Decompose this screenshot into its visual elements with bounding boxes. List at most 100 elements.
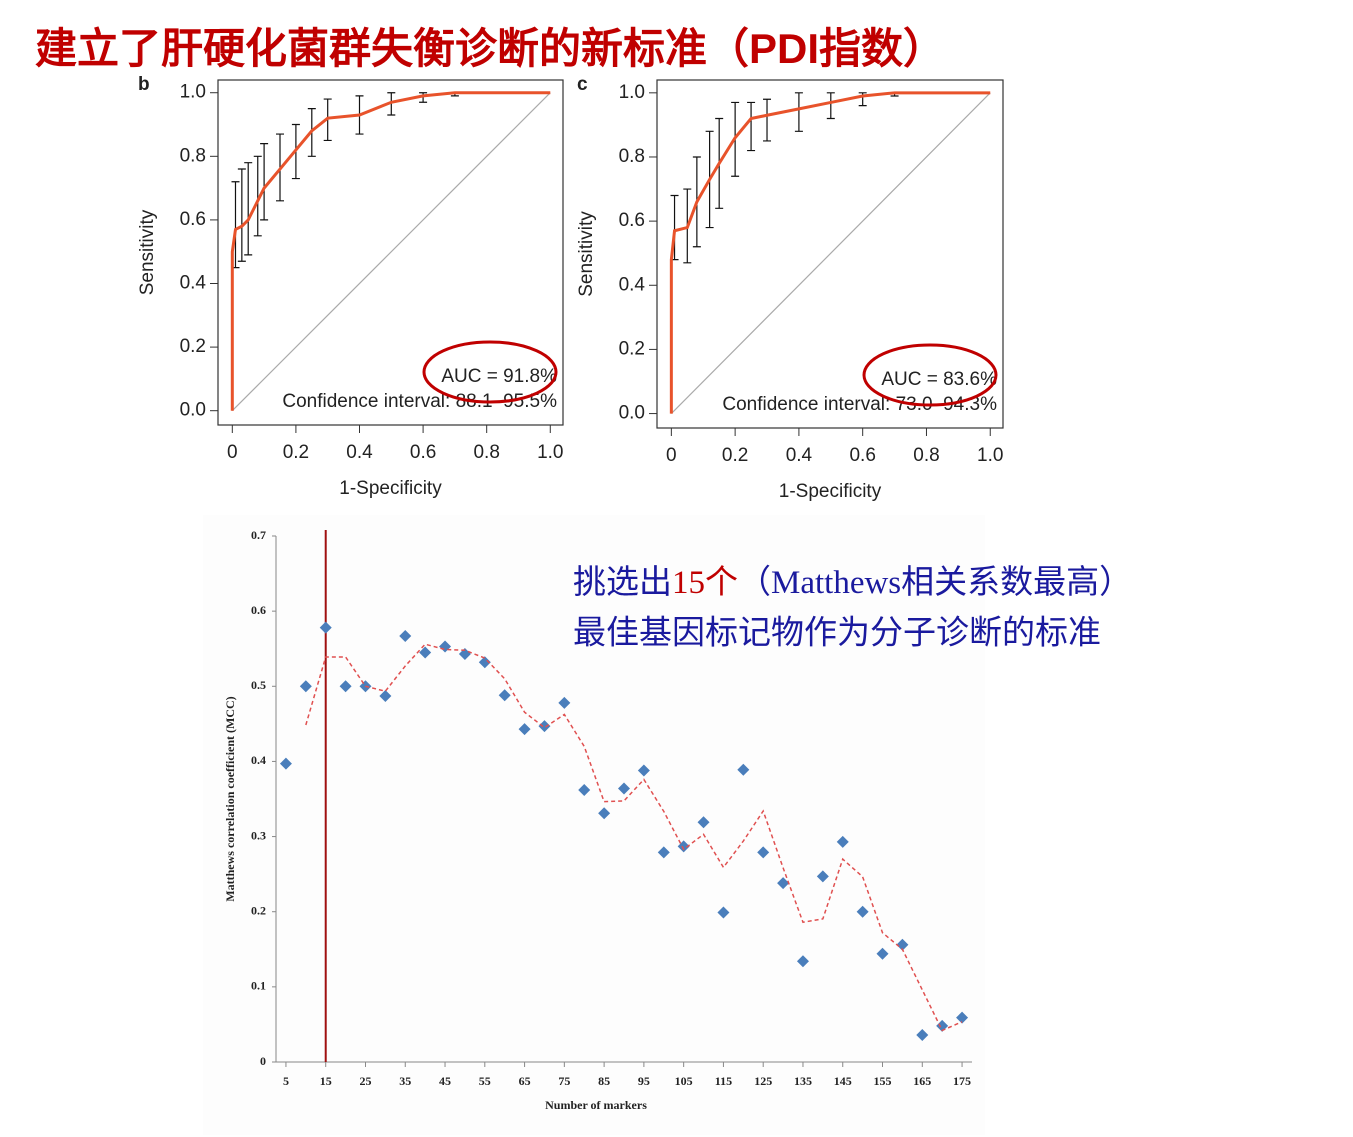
ci-label: Confidence interval: 73.0–94.3%: [722, 394, 997, 415]
data-point: [956, 1011, 969, 1024]
error-bar: [763, 98, 772, 142]
annotation: 最佳基因标记物作为分子诊断的标准: [573, 615, 1101, 652]
x-tick-label: 75: [558, 1074, 570, 1088]
x-tick-label: 0.4: [786, 445, 813, 466]
data-point: [637, 764, 650, 777]
plot-frame: [656, 79, 1004, 429]
y-axis-label: Matthews correlation coefficient (MCC): [223, 696, 237, 901]
y-tick-label: 0.4: [251, 753, 266, 767]
diagonal: [231, 92, 551, 412]
error-bar: [260, 142, 269, 221]
data-point: [717, 906, 730, 919]
panel-label: c: [577, 74, 588, 95]
x-tick-label: 145: [834, 1074, 852, 1088]
data-point: [399, 629, 412, 642]
y-tick-label: 0.4: [180, 273, 207, 294]
data-point: [836, 835, 849, 848]
x-tick-label: 165: [913, 1074, 931, 1088]
data-point: [478, 656, 491, 669]
y-tick-label: 1.0: [619, 82, 645, 103]
panel-label: b: [138, 74, 150, 95]
auc-label: AUC = 91.8%: [441, 366, 557, 387]
data-point: [796, 955, 809, 968]
x-tick-label: 0.8: [473, 442, 499, 463]
y-tick-label: 0.2: [251, 903, 266, 917]
y-tick-label: 0.8: [619, 146, 645, 167]
y-tick-label: 0.1: [251, 979, 266, 993]
y-axis-label: Sensitivity: [137, 209, 158, 295]
data-point: [777, 877, 790, 890]
roc-curve: [230, 91, 551, 411]
roc-chart: 0 0.2 0.4 0.6 0.8 1.0 0.0 0.2 0.4 0.6 0.8 1.0 1-Spec…: [137, 74, 564, 499]
data-point: [856, 905, 869, 918]
trend-line: [305, 643, 963, 1032]
x-tick-label: 175: [953, 1074, 971, 1088]
x-axis-label: 1-Specificity: [779, 481, 882, 502]
y-tick-label: 1.0: [180, 82, 206, 103]
y-axis-label: Sensitivity: [576, 211, 597, 297]
y-tick-label: 0.2: [180, 336, 206, 357]
data-point: [657, 846, 670, 859]
data-point: [816, 870, 829, 883]
mcc-chart: 0 0.1 0.2 0.3 0.4 0.5 0.6 0.7 5 15 25 35 45 55 65 75 85 9…: [223, 528, 972, 1112]
data-point: [458, 647, 471, 660]
data-point: [697, 816, 710, 829]
x-tick-label: 0: [666, 445, 677, 466]
diagonal: [670, 92, 991, 414]
x-tick-label: 65: [519, 1074, 531, 1088]
error-bar: [794, 92, 803, 132]
data-point: [618, 782, 630, 795]
data-point: [299, 680, 312, 693]
data-point: [319, 621, 332, 634]
y-tick-label: 0.8: [180, 145, 206, 166]
figure-background: [203, 515, 985, 1135]
x-tick-label: 135: [794, 1074, 812, 1088]
y-tick-label: 0.4: [619, 274, 646, 295]
highlight-ellipse: [422, 340, 558, 404]
y-tick-label: 0.0: [619, 403, 645, 424]
data-point: [757, 846, 770, 859]
data-point: [498, 689, 511, 702]
roc-chart: 0 0.2 0.4 0.6 0.8 1.0 0.0 0.2 0.4 0.6 0.8 1.0 1-Spec…: [576, 74, 1004, 502]
error-bar: [244, 162, 253, 256]
annotation: 挑选出15个（Matthews相关系数最高）: [573, 564, 1132, 601]
data-point: [518, 723, 531, 736]
x-tick-label: 25: [359, 1074, 371, 1088]
x-tick-label: 0.6: [849, 445, 875, 466]
data-point: [896, 938, 909, 951]
x-axis-label: 1-Specificity: [339, 478, 442, 499]
x-tick-label: 0.8: [913, 445, 939, 466]
data-point: [916, 1028, 929, 1041]
data-point: [737, 763, 750, 776]
x-tick-label: 105: [675, 1074, 693, 1088]
y-tick-label: 0.6: [180, 209, 206, 230]
error-bar: [419, 92, 428, 103]
y-tick-label: 0: [260, 1054, 266, 1068]
x-tick-label: 55: [479, 1074, 491, 1088]
data-point: [578, 783, 591, 796]
data-point: [339, 680, 352, 693]
error-bar: [253, 155, 262, 237]
slide-title: 建立了肝硬化菌群失衡诊断的新标准（PDI指数）: [35, 25, 945, 72]
x-tick-label: 115: [715, 1074, 732, 1088]
x-tick-label: 35: [399, 1074, 411, 1088]
error-bar: [747, 101, 756, 152]
ci-label: Confidence interval: 88.1–95.5%: [282, 391, 557, 412]
y-tick-label: 0.7: [251, 528, 266, 542]
x-tick-label: 0.6: [410, 442, 436, 463]
highlight-ellipse: [862, 343, 998, 407]
x-tick-label: 85: [598, 1074, 610, 1088]
plot-frame: [217, 79, 564, 426]
x-tick-label: 5: [283, 1074, 289, 1088]
data-point: [558, 696, 571, 709]
x-tick-label: 155: [874, 1074, 892, 1088]
x-axis-label: Number of markers: [545, 1098, 647, 1112]
x-tick-label: 0: [227, 442, 238, 463]
x-tick-label: 95: [638, 1074, 650, 1088]
x-tick-label: 125: [754, 1074, 772, 1088]
x-tick-label: 1.0: [537, 442, 563, 463]
data-point: [598, 807, 611, 820]
roc-curve: [669, 91, 991, 414]
y-tick-label: 0.5: [251, 678, 266, 692]
y-tick-label: 0.0: [180, 400, 206, 421]
